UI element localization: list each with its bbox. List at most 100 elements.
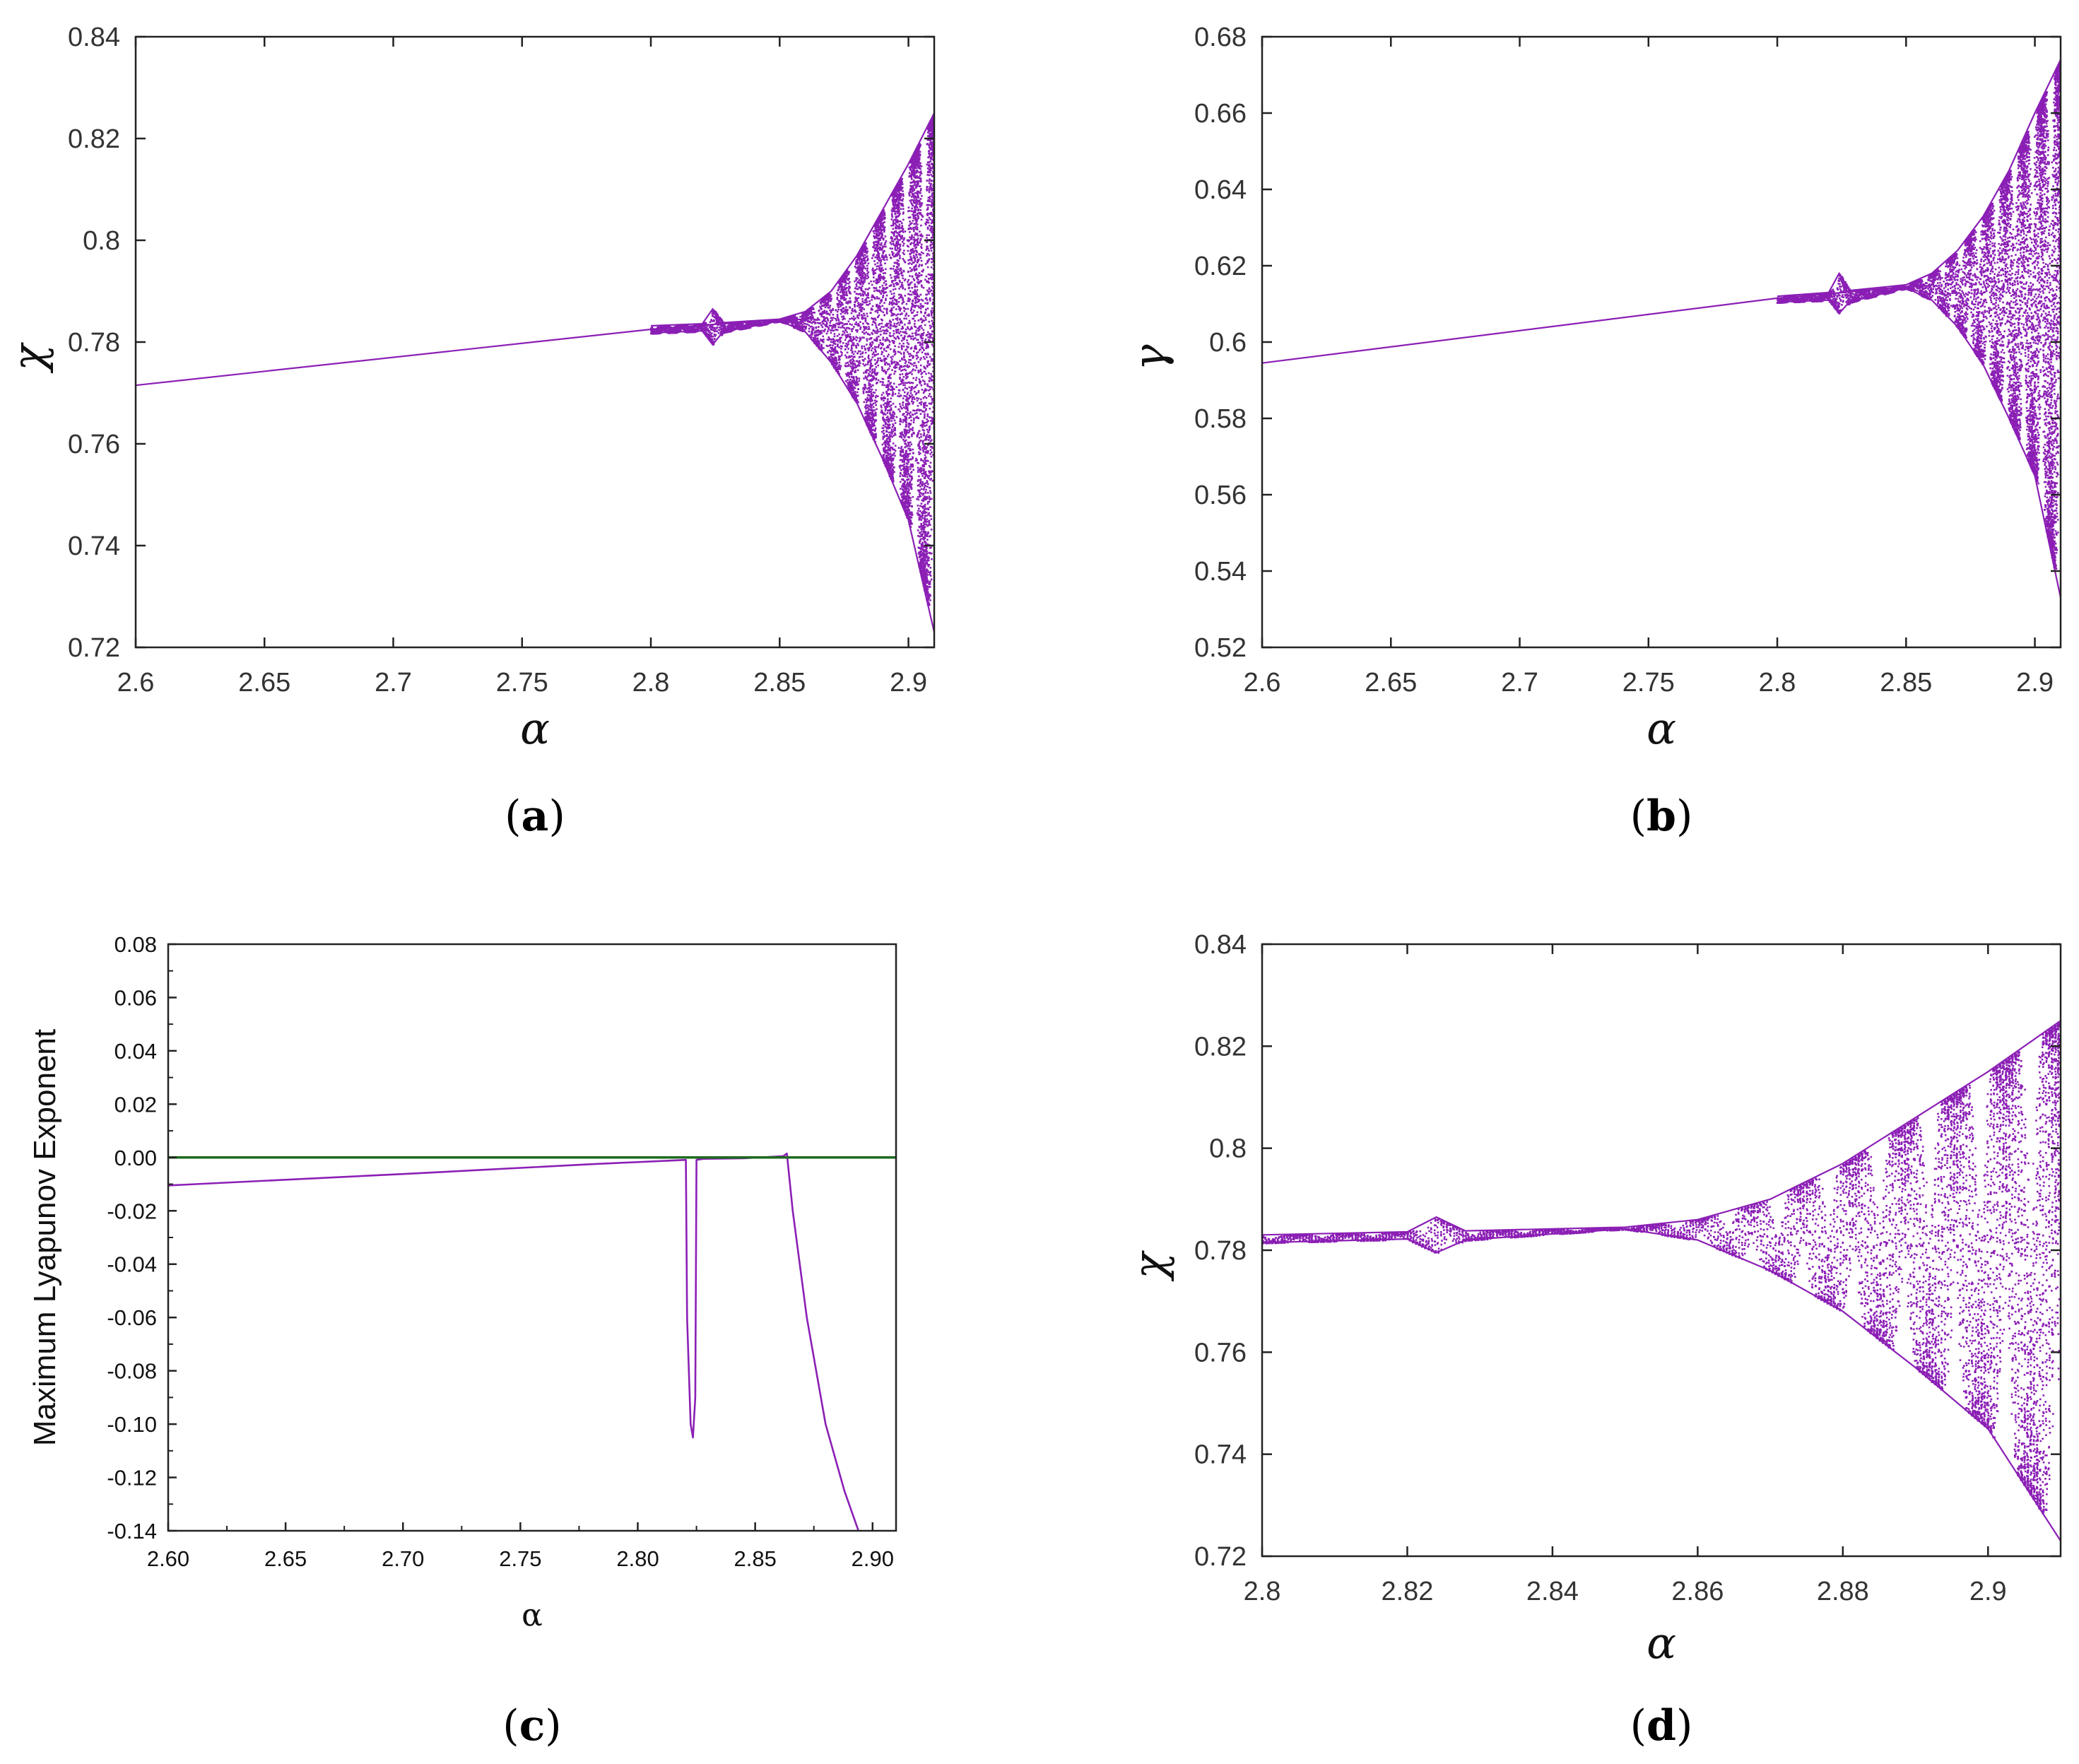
bifurcation-point: [876, 332, 878, 334]
bifurcation-point: [873, 436, 876, 438]
bifurcation-point: [809, 317, 812, 320]
bifurcation-point: [893, 270, 896, 272]
bifurcation-point: [867, 356, 869, 358]
bifurcation-point: [852, 310, 854, 312]
bifurcation-point: [882, 255, 885, 257]
bifurcation-point: [883, 332, 885, 335]
bifurcation-point: [832, 338, 835, 340]
bifurcation-point: [851, 330, 853, 332]
bifurcation-point: [786, 319, 789, 322]
bifurcation-point: [868, 408, 870, 411]
bifurcation-point: [890, 454, 893, 457]
bifurcation-point: [709, 338, 712, 340]
bifurcation-point: [877, 241, 879, 244]
bifurcation-point: [895, 299, 897, 301]
bifurcation-point: [854, 263, 857, 266]
bifurcation-point: [669, 327, 671, 330]
bifurcation-point: [847, 273, 849, 276]
bifurcation-point: [841, 322, 844, 324]
bifurcation-point: [854, 367, 856, 369]
bifurcation-point: [864, 247, 866, 249]
bifurcation-point: [838, 286, 841, 289]
bifurcation-point: [862, 294, 865, 297]
bifurcation-point: [846, 323, 848, 325]
bifurcation-point: [734, 327, 736, 329]
bifurcation-point: [868, 426, 871, 428]
bifurcation-point: [819, 322, 822, 324]
bifurcation-point: [813, 329, 815, 331]
bifurcation-point: [871, 396, 873, 399]
bifurcation-point: [717, 316, 719, 318]
bifurcation-point: [861, 261, 864, 264]
bifurcation-point: [853, 377, 855, 380]
bifurcation-point: [864, 242, 866, 245]
bifurcation-point: [861, 303, 864, 305]
bifurcation-point: [855, 366, 857, 368]
bifurcation-point: [888, 322, 890, 325]
bifurcation-point: [805, 327, 807, 329]
bifurcation-point: [858, 324, 861, 327]
bifurcation-point: [864, 375, 867, 377]
bifurcation-point: [862, 387, 864, 390]
bifurcation-point: [873, 290, 876, 293]
bifurcation-point: [666, 330, 669, 332]
bifurcation-point: [820, 345, 823, 348]
bifurcation-point: [823, 310, 825, 312]
bifurcation-point: [888, 428, 890, 430]
bifurcation-point: [851, 392, 853, 394]
bifurcation-point: [833, 353, 835, 355]
bifurcation-point: [798, 321, 800, 324]
bifurcation-point: [830, 339, 833, 341]
bifurcation-point: [854, 396, 856, 399]
bifurcation-point: [708, 338, 710, 341]
bifurcation-point: [726, 330, 729, 333]
bifurcation-point: [890, 321, 893, 323]
bifurcation-point: [886, 307, 888, 310]
bifurcation-point: [701, 329, 704, 331]
bifurcation-point: [861, 314, 864, 317]
bifurcation-point: [890, 298, 893, 300]
bifurcation-point: [854, 381, 857, 384]
bifurcation-point: [875, 413, 877, 415]
bifurcation-point: [862, 277, 865, 280]
bifurcation-point: [816, 342, 818, 345]
bifurcation-point: [832, 325, 835, 327]
bifurcation-point: [856, 298, 859, 300]
bifurcation-point: [880, 404, 882, 407]
bifurcation-point: [882, 222, 885, 224]
bifurcation-point: [712, 335, 714, 338]
bifurcation-point: [812, 307, 814, 309]
bifurcation-point: [886, 461, 889, 464]
bifurcation-point: [831, 329, 834, 331]
bifurcation-point: [881, 411, 883, 413]
bifurcation-point: [893, 372, 895, 375]
bifurcation-point: [856, 277, 859, 280]
bifurcation-point: [860, 278, 863, 281]
bifurcation-point: [676, 324, 678, 327]
bifurcation-point: [832, 307, 834, 310]
bifurcation-point: [854, 355, 856, 358]
bifurcation-point: [878, 307, 880, 309]
bifurcation-point: [895, 283, 898, 286]
bifurcation-point: [849, 293, 852, 295]
bifurcation-point: [864, 254, 866, 256]
bifurcation-point: [889, 434, 891, 436]
bifurcation-point: [867, 323, 869, 325]
bifurcation-point: [840, 283, 843, 286]
bifurcation-point: [711, 312, 714, 315]
bifurcation-point: [834, 351, 836, 353]
bifurcation-point: [883, 384, 885, 387]
bifurcation-point: [862, 392, 865, 394]
bifurcation-point: [871, 415, 874, 417]
bifurcation-point: [813, 320, 815, 323]
bifurcation-point: [864, 299, 867, 301]
bifurcation-point: [884, 452, 887, 454]
bifurcation-point: [891, 386, 894, 389]
bifurcation-point: [837, 326, 840, 329]
bifurcation-point: [881, 235, 883, 237]
bifurcation-point: [873, 377, 876, 379]
bifurcation-point: [827, 312, 830, 315]
bifurcation-point: [858, 269, 861, 272]
bifurcation-point: [862, 359, 865, 362]
bifurcation-point: [885, 408, 887, 410]
